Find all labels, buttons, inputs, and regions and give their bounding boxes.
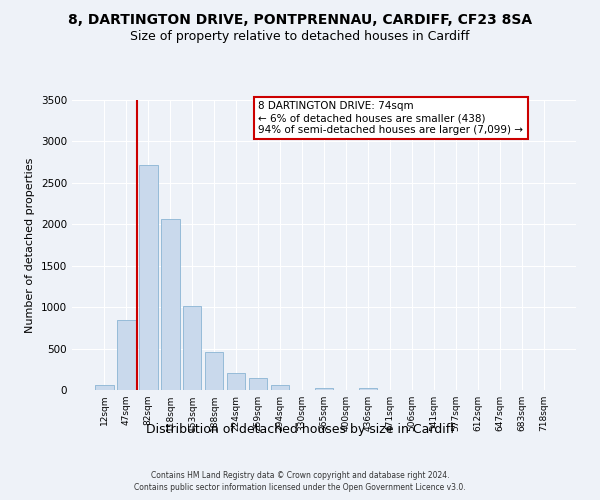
Text: Size of property relative to detached houses in Cardiff: Size of property relative to detached ho… bbox=[130, 30, 470, 43]
Bar bbox=[227, 374, 245, 390]
Text: Contains HM Land Registry data © Crown copyright and database right 2024.
Contai: Contains HM Land Registry data © Crown c… bbox=[134, 471, 466, 492]
Bar bbox=[205, 352, 223, 390]
Bar bbox=[359, 388, 377, 390]
Y-axis label: Number of detached properties: Number of detached properties bbox=[25, 158, 35, 332]
Bar bbox=[183, 306, 202, 390]
Bar bbox=[161, 220, 179, 390]
Bar bbox=[139, 164, 158, 390]
Bar bbox=[314, 388, 334, 390]
Text: Distribution of detached houses by size in Cardiff: Distribution of detached houses by size … bbox=[146, 422, 454, 436]
Bar bbox=[271, 386, 289, 390]
Bar bbox=[95, 386, 113, 390]
Text: 8, DARTINGTON DRIVE, PONTPRENNAU, CARDIFF, CF23 8SA: 8, DARTINGTON DRIVE, PONTPRENNAU, CARDIF… bbox=[68, 12, 532, 26]
Bar bbox=[249, 378, 268, 390]
Text: 8 DARTINGTON DRIVE: 74sqm
← 6% of detached houses are smaller (438)
94% of semi-: 8 DARTINGTON DRIVE: 74sqm ← 6% of detach… bbox=[259, 102, 523, 134]
Bar bbox=[117, 320, 136, 390]
